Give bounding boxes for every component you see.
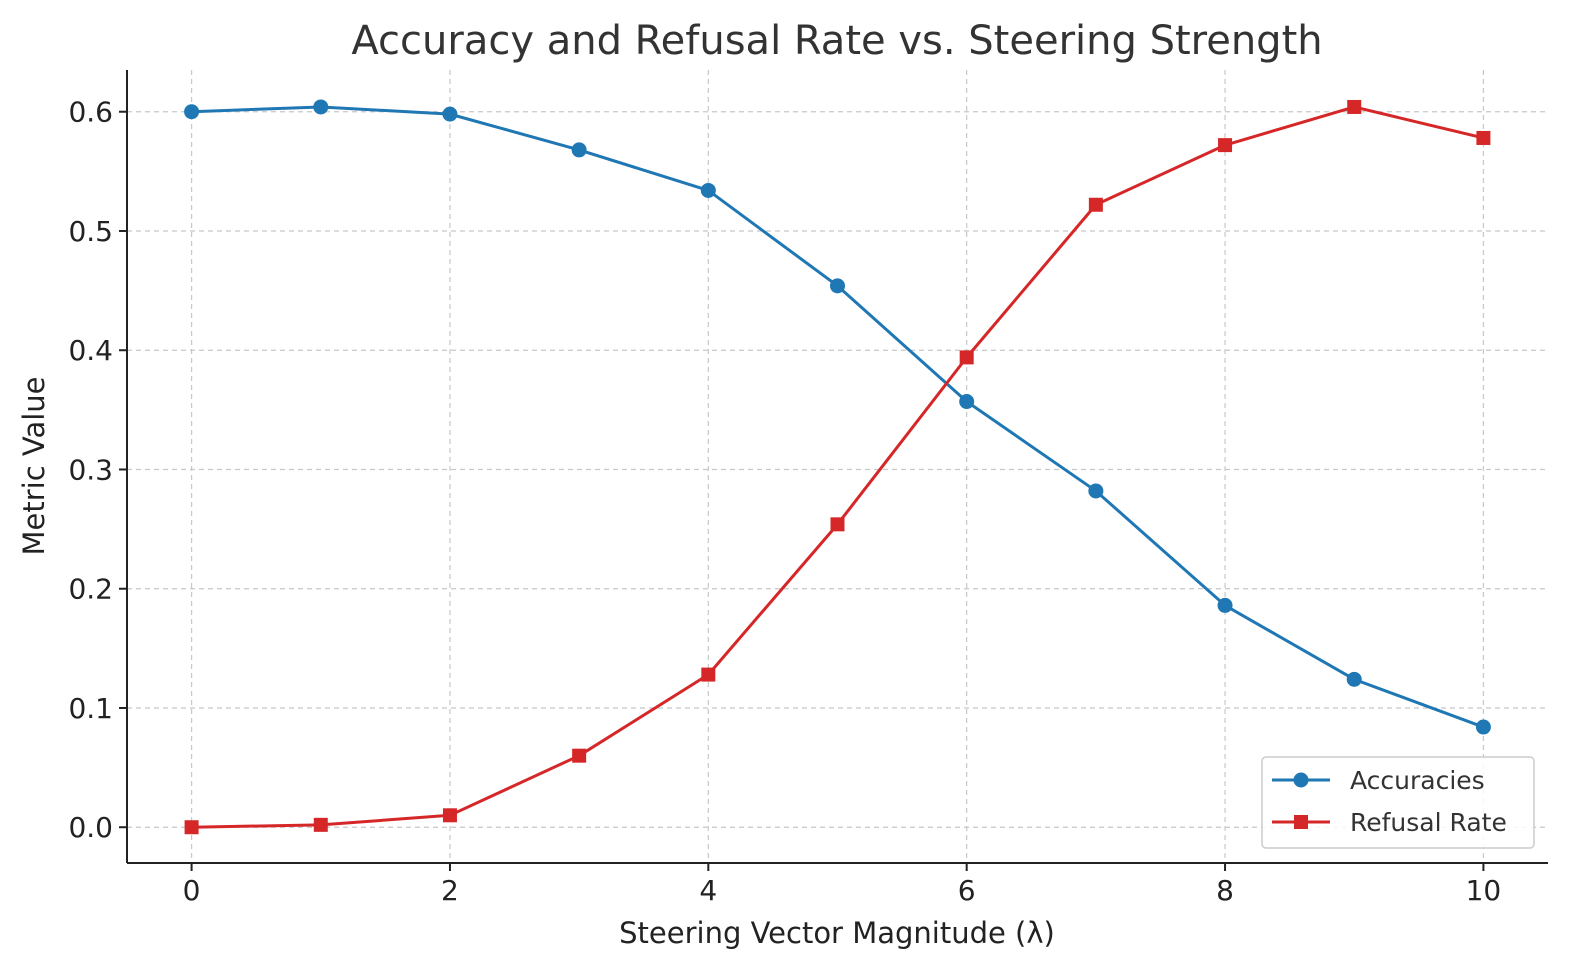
grid <box>127 70 1548 863</box>
x-tick-label: 8 <box>1216 874 1234 907</box>
x-axis-label: Steering Vector Magnitude (λ) <box>619 916 1055 950</box>
data-point <box>571 142 587 158</box>
series-refusal-rate <box>184 99 1491 835</box>
y-tick-label: 0.3 <box>68 453 113 486</box>
data-point <box>701 667 716 682</box>
legend-label-refusal-rate: Refusal Rate <box>1350 808 1507 837</box>
x-tick-label: 2 <box>441 874 459 907</box>
ticks: 0 2 4 6 8 10 0.0 0.1 0.2 0.3 0.4 0.5 0.6 <box>68 96 1501 907</box>
y-tick-label: 0.6 <box>68 96 113 129</box>
y-tick-label: 0.5 <box>68 215 113 248</box>
data-point <box>700 182 716 198</box>
y-tick-label: 0.1 <box>68 692 113 725</box>
x-tick-label: 0 <box>183 874 201 907</box>
data-point <box>1218 138 1233 153</box>
series-accuracies <box>184 99 1491 735</box>
data-point <box>830 278 845 294</box>
x-tick-label: 6 <box>958 874 976 907</box>
legend-marker-accuracies <box>1293 772 1309 788</box>
data-point <box>1347 99 1362 114</box>
data-point <box>184 820 199 835</box>
data-point <box>313 817 328 832</box>
legend-marker-refusal-rate <box>1294 815 1308 829</box>
data-point <box>1217 597 1233 613</box>
data-point <box>184 104 200 120</box>
y-axis-label: Metric Value <box>17 376 51 555</box>
x-tick-label: 10 <box>1466 874 1502 907</box>
data-point <box>1346 671 1362 687</box>
x-tick-label: 4 <box>699 874 717 907</box>
data-point <box>830 517 845 532</box>
legend: Accuracies Refusal Rate <box>1261 756 1535 849</box>
axes-spines <box>126 70 1548 864</box>
series-line-refusal-rate <box>191 105 1484 829</box>
data-point <box>959 350 974 365</box>
data-point <box>1088 483 1104 499</box>
data-point <box>442 106 458 122</box>
data-point <box>1088 197 1103 212</box>
chart-title: Accuracy and Refusal Rate vs. Steering S… <box>351 18 1322 64</box>
series-line-accuracies <box>191 105 1484 729</box>
y-tick-label: 0.0 <box>68 811 113 844</box>
series <box>184 99 1491 835</box>
data-point <box>572 748 587 763</box>
data-point <box>1475 719 1491 735</box>
data-point <box>313 99 329 115</box>
data-point <box>1476 130 1491 145</box>
legend-label-accuracies: Accuracies <box>1350 766 1485 795</box>
y-tick-label: 0.4 <box>68 334 113 367</box>
data-point <box>959 394 975 410</box>
data-point <box>442 808 457 823</box>
y-tick-label: 0.2 <box>68 573 113 606</box>
